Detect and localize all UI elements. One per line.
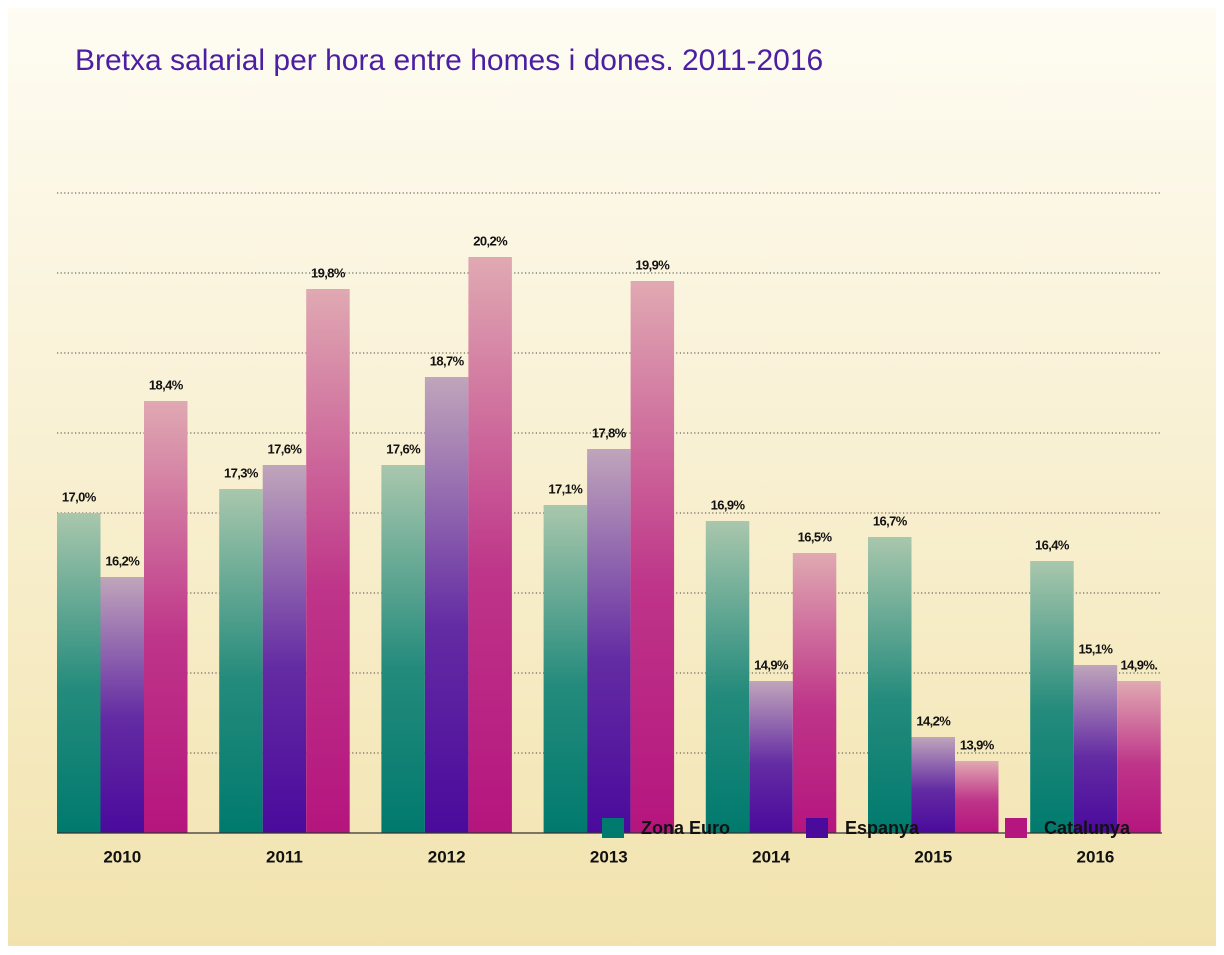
data-label: 14,9% (754, 657, 789, 672)
bar (705, 521, 750, 833)
data-label: 17,0% (62, 489, 97, 504)
bar (868, 537, 912, 833)
data-label: 14,9%. (1121, 657, 1158, 672)
data-label: 20,2% (473, 233, 508, 248)
data-label: 15,1% (1079, 641, 1114, 656)
bar (381, 465, 425, 833)
legend-swatch (1005, 818, 1027, 838)
data-label: 17,6% (268, 441, 303, 456)
data-label: 17,6% (386, 441, 421, 456)
bar (57, 513, 101, 833)
bar (1030, 561, 1074, 833)
bar (911, 737, 955, 833)
bar (1117, 681, 1161, 833)
bar (219, 489, 263, 833)
bar (630, 281, 675, 833)
data-label: 17,1% (548, 481, 583, 496)
x-tick-label: 2010 (103, 847, 141, 866)
data-label: 16,9% (711, 497, 746, 512)
bar (100, 577, 144, 833)
data-label: 17,8% (592, 425, 627, 440)
legend-label: Zona Euro (641, 818, 730, 838)
bar (587, 449, 631, 833)
bar (543, 505, 588, 833)
bar (749, 681, 793, 833)
data-label: 19,8% (311, 265, 346, 280)
legend-label: Catalunya (1044, 818, 1131, 838)
chart-title: Bretxa salarial per hora entre homes i d… (75, 44, 823, 77)
x-tick-label: 2011 (266, 847, 303, 866)
data-label: 16,5% (798, 529, 833, 544)
bar (1073, 665, 1118, 833)
bar (792, 553, 837, 833)
data-label: 17,3% (224, 465, 259, 480)
x-tick-label: 2013 (590, 847, 628, 866)
data-label: 16,7% (873, 513, 908, 528)
bar (144, 401, 188, 833)
legend-swatch (602, 818, 624, 838)
data-label: 18,7% (430, 353, 465, 368)
bar (468, 257, 512, 833)
legend-swatch (806, 818, 828, 838)
data-label: 14,2% (916, 713, 951, 728)
bar (306, 289, 350, 833)
x-tick-label: 2015 (914, 847, 952, 866)
legend-label: Espanya (845, 818, 920, 838)
bar (262, 465, 307, 833)
data-label: 13,9% (960, 737, 995, 752)
data-label: 16,4% (1035, 537, 1070, 552)
x-tick-label: 2016 (1077, 847, 1115, 866)
bar (955, 761, 999, 833)
x-tick-label: 2014 (752, 847, 790, 866)
bar (424, 377, 469, 833)
x-tick-label: 2012 (428, 847, 466, 866)
data-label: 18,4% (149, 377, 184, 392)
data-label: 16,2% (105, 553, 140, 568)
data-label: 19,9% (635, 257, 670, 272)
